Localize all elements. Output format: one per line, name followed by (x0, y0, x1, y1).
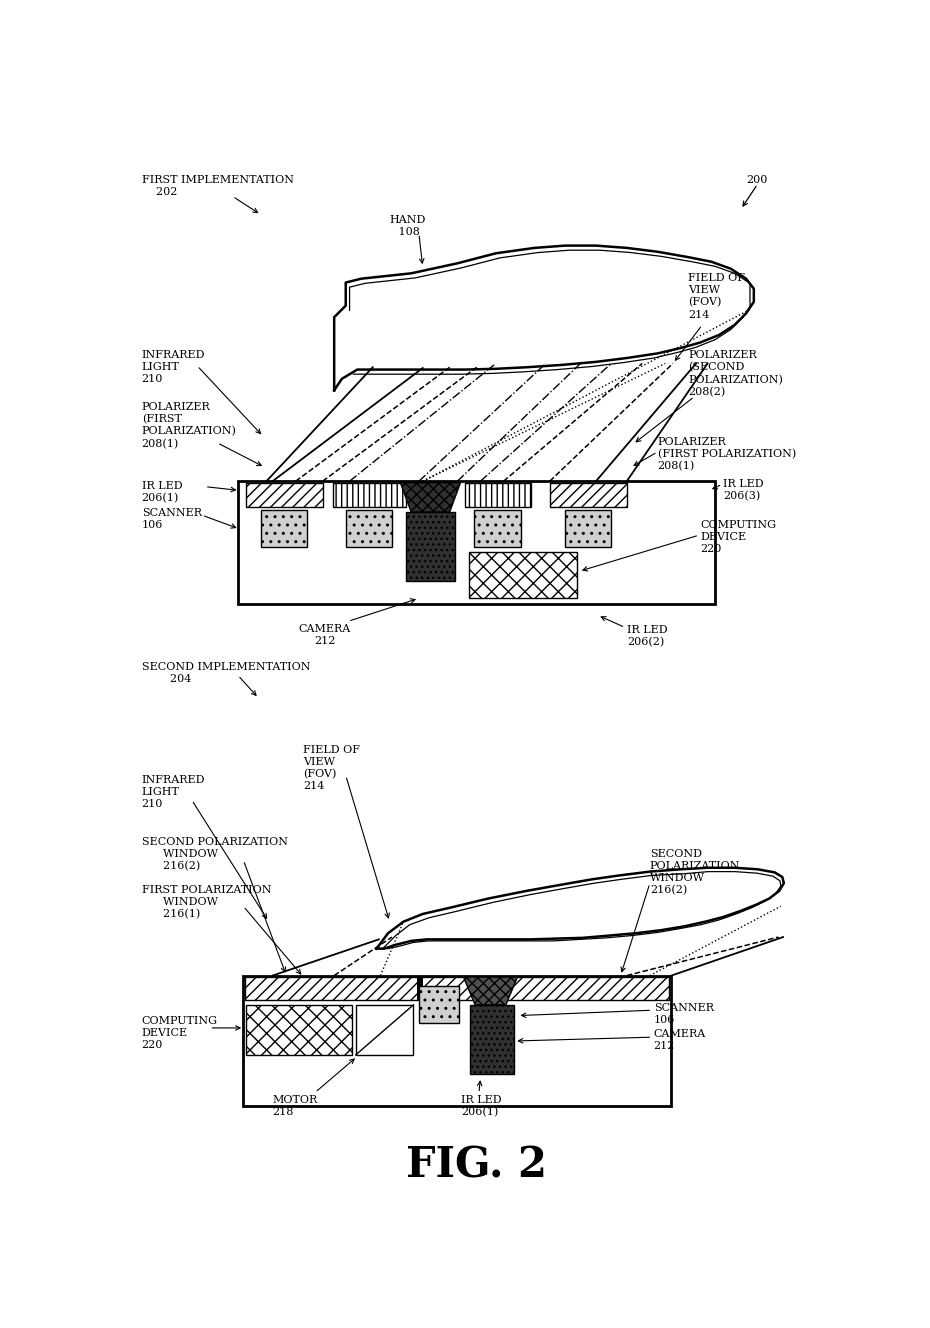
Bar (469, 552, 577, 598)
Bar (245, 977, 669, 1000)
Text: MOTOR
218: MOTOR 218 (272, 1094, 318, 1117)
Text: FIRST IMPLEMENTATION
    202: FIRST IMPLEMENTATION 202 (141, 175, 294, 197)
Text: SCANNER
106: SCANNER 106 (141, 509, 202, 530)
Bar (418, 987, 458, 1024)
Bar (346, 510, 392, 547)
Text: POLARIZER
(FIRST POLARIZATION)
208(1): POLARIZER (FIRST POLARIZATION) 208(1) (658, 437, 796, 471)
Bar (246, 1005, 352, 1054)
Bar (356, 1005, 414, 1054)
Polygon shape (401, 483, 460, 513)
Bar (405, 513, 455, 582)
Text: FIRST POLARIZATION
      WINDOW
      216(1): FIRST POLARIZATION WINDOW 216(1) (141, 884, 272, 919)
Bar (565, 510, 611, 547)
Text: SECOND POLARIZATION
      WINDOW
      216(2): SECOND POLARIZATION WINDOW 216(2) (141, 837, 287, 871)
Text: INFRARED
LIGHT
210: INFRARED LIGHT 210 (141, 351, 206, 384)
Bar (246, 483, 323, 507)
Bar (238, 481, 715, 604)
Text: IR LED
206(1): IR LED 206(1) (141, 481, 182, 503)
Text: COMPUTING
DEVICE
220: COMPUTING DEVICE 220 (141, 1016, 218, 1049)
Bar (550, 483, 627, 507)
Text: 200: 200 (746, 175, 767, 185)
Bar (333, 483, 405, 507)
Text: INFRARED
LIGHT
210: INFRARED LIGHT 210 (141, 776, 206, 809)
Bar (261, 510, 307, 547)
Bar (418, 977, 423, 1000)
Bar (465, 483, 530, 507)
Bar (244, 976, 671, 1106)
Text: POLARIZER
(FIRST
POLARIZATION)
208(1): POLARIZER (FIRST POLARIZATION) 208(1) (141, 402, 236, 449)
Text: FIELD OF
VIEW
(FOV)
214: FIELD OF VIEW (FOV) 214 (688, 274, 745, 320)
Text: POLARIZER
(SECOND
POLARIZATION)
208(2): POLARIZER (SECOND POLARIZATION) 208(2) (688, 351, 783, 397)
Polygon shape (463, 977, 517, 1005)
Text: SCANNER
106: SCANNER 106 (654, 1003, 713, 1024)
Text: CAMERA
212: CAMERA 212 (654, 1029, 706, 1052)
Text: IR LED
206(3): IR LED 206(3) (723, 479, 764, 501)
Text: CAMERA
212: CAMERA 212 (299, 624, 351, 645)
Bar (474, 510, 521, 547)
Text: IR LED
206(2): IR LED 206(2) (627, 625, 668, 648)
Text: SECOND
POLARIZATION
WINDOW
216(2): SECOND POLARIZATION WINDOW 216(2) (650, 849, 740, 895)
Text: FIELD OF
VIEW
(FOV)
214: FIELD OF VIEW (FOV) 214 (303, 745, 361, 791)
Text: HAND
 108: HAND 108 (389, 215, 426, 236)
Bar (470, 1005, 513, 1074)
Text: SECOND IMPLEMENTATION
        204: SECOND IMPLEMENTATION 204 (141, 663, 311, 684)
Text: COMPUTING
DEVICE
220: COMPUTING DEVICE 220 (700, 519, 776, 554)
Text: FIG. 2: FIG. 2 (406, 1145, 547, 1187)
Text: IR LED
206(1): IR LED 206(1) (461, 1094, 502, 1117)
